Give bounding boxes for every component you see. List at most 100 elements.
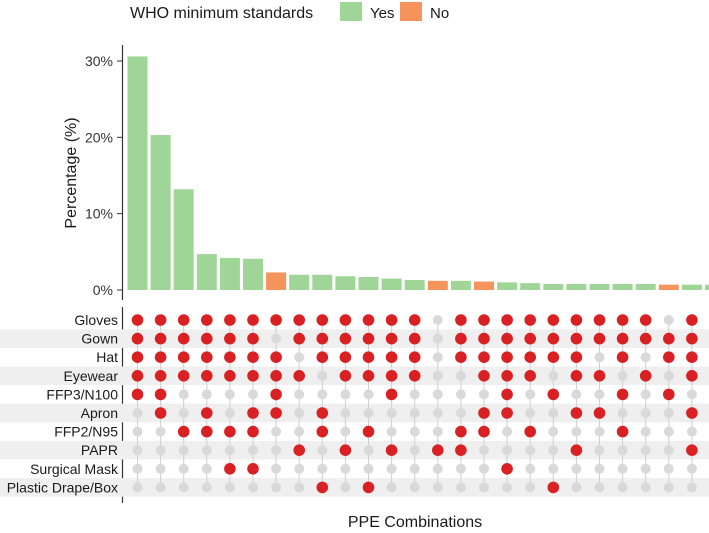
matrix-dot-empty (455, 482, 466, 493)
matrix-dot-filled (408, 314, 421, 326)
matrix-dot-empty (271, 333, 282, 344)
legend-label-no: No (430, 5, 449, 22)
matrix-dot-empty (502, 482, 513, 493)
bar (474, 281, 494, 290)
bar (196, 254, 217, 290)
matrix-dot-empty (340, 482, 351, 493)
matrix-dot-empty (571, 482, 582, 493)
row-label-hat: Hat (96, 349, 118, 365)
row-label-ffp3-n100: FFP3/N100 (46, 386, 118, 402)
matrix-dot-empty (432, 408, 443, 418)
matrix-dot-filled (247, 314, 259, 326)
matrix-dot-empty (525, 482, 536, 493)
matrix-dot-filled (131, 332, 144, 345)
matrix-dot-filled (478, 407, 490, 419)
matrix-dot-filled (501, 351, 513, 364)
bar (150, 135, 171, 290)
bars (127, 56, 709, 290)
matrix-dot-empty (594, 426, 605, 437)
row-label-papr: PAPR (81, 442, 118, 458)
matrix-dot-empty (663, 370, 674, 381)
matrix-dot-empty (386, 408, 397, 418)
matrix-dot-filled (293, 370, 306, 382)
matrix-dot-filled (316, 314, 329, 326)
matrix-dot-empty (455, 389, 466, 400)
matrix-dot-empty (132, 482, 143, 493)
matrix-dot-filled (455, 444, 467, 457)
matrix-dot-empty (340, 463, 351, 474)
matrix-dot-filled (154, 351, 167, 364)
bar (450, 280, 471, 290)
matrix-dot-empty (571, 389, 582, 400)
matrix-dot-empty (386, 482, 397, 493)
bar (266, 272, 287, 290)
legend-swatch-no (400, 2, 422, 21)
matrix-dot-empty (409, 482, 420, 493)
matrix-dot-empty (455, 370, 466, 381)
matrix-dot-empty (686, 389, 697, 400)
matrix-dot-empty (363, 408, 374, 418)
matrix-dot-empty (340, 389, 351, 400)
matrix-dot-empty (201, 463, 212, 474)
matrix-dot-empty (386, 463, 397, 474)
matrix-dot-empty (317, 445, 328, 456)
matrix-dot-filled (131, 314, 144, 326)
matrix-dot-filled (316, 481, 329, 494)
matrix-dot-filled (177, 425, 190, 438)
matrix-dot-empty (201, 482, 212, 493)
matrix-dot-filled (201, 425, 213, 438)
matrix-dot-filled (385, 370, 398, 382)
matrix-dot-filled (270, 351, 282, 364)
legend-title: WHO minimum standards (130, 5, 313, 22)
matrix-dot-empty (617, 445, 628, 456)
bar (358, 277, 379, 290)
row-label-gown: Gown (81, 331, 118, 347)
matrix-dot-filled (663, 351, 675, 364)
matrix-dot-filled (247, 463, 259, 475)
matrix-dot-filled (524, 314, 536, 326)
matrix-dot-empty (525, 445, 536, 456)
bar (520, 283, 541, 290)
matrix-dot-filled (154, 388, 167, 401)
bar (566, 283, 587, 290)
matrix-dot-empty (594, 389, 605, 400)
matrix-dot-empty (617, 408, 628, 418)
bar (612, 283, 633, 290)
matrix-dot-empty (409, 408, 420, 418)
matrix-dot-empty (178, 463, 189, 474)
matrix-dot-empty (363, 463, 374, 474)
bar (681, 284, 702, 290)
matrix-dot-empty (386, 426, 397, 437)
matrix-dot-empty (294, 463, 305, 474)
row-label-plastic-drape-box: Plastic Drape/Box (7, 479, 118, 495)
matrix-dot-empty (340, 408, 351, 418)
matrix-dot-filled (224, 425, 236, 438)
matrix-dot-filled (224, 370, 236, 382)
bar (705, 284, 709, 290)
matrix-dot-filled (154, 407, 167, 419)
matrix-dot-empty (617, 463, 628, 474)
matrix-dot-filled (131, 370, 144, 382)
matrix-dot-filled (131, 388, 144, 401)
matrix-dot-empty (409, 426, 420, 437)
matrix-dot-filled (224, 314, 236, 326)
matrix-dot-filled (201, 314, 213, 326)
matrix-dot-empty (248, 445, 258, 456)
matrix-dot-empty (317, 389, 328, 400)
matrix-dot-filled (524, 370, 536, 382)
matrix-dot-filled (686, 370, 698, 382)
matrix-dot-empty (455, 408, 466, 418)
matrix-dot-empty (663, 445, 674, 456)
matrix-dot-empty (640, 426, 651, 437)
y-tick: 20% (85, 129, 122, 145)
matrix-dot-empty (132, 445, 143, 456)
bar (243, 258, 263, 290)
matrix-dot-empty (479, 463, 489, 474)
matrix-dot-filled (570, 332, 583, 345)
matrix-dot-filled (686, 444, 698, 457)
matrix-dot-filled (616, 314, 629, 326)
matrix-dot-empty (571, 426, 582, 437)
matrix-dot-filled (316, 332, 329, 345)
matrix-dot-filled (570, 314, 583, 326)
